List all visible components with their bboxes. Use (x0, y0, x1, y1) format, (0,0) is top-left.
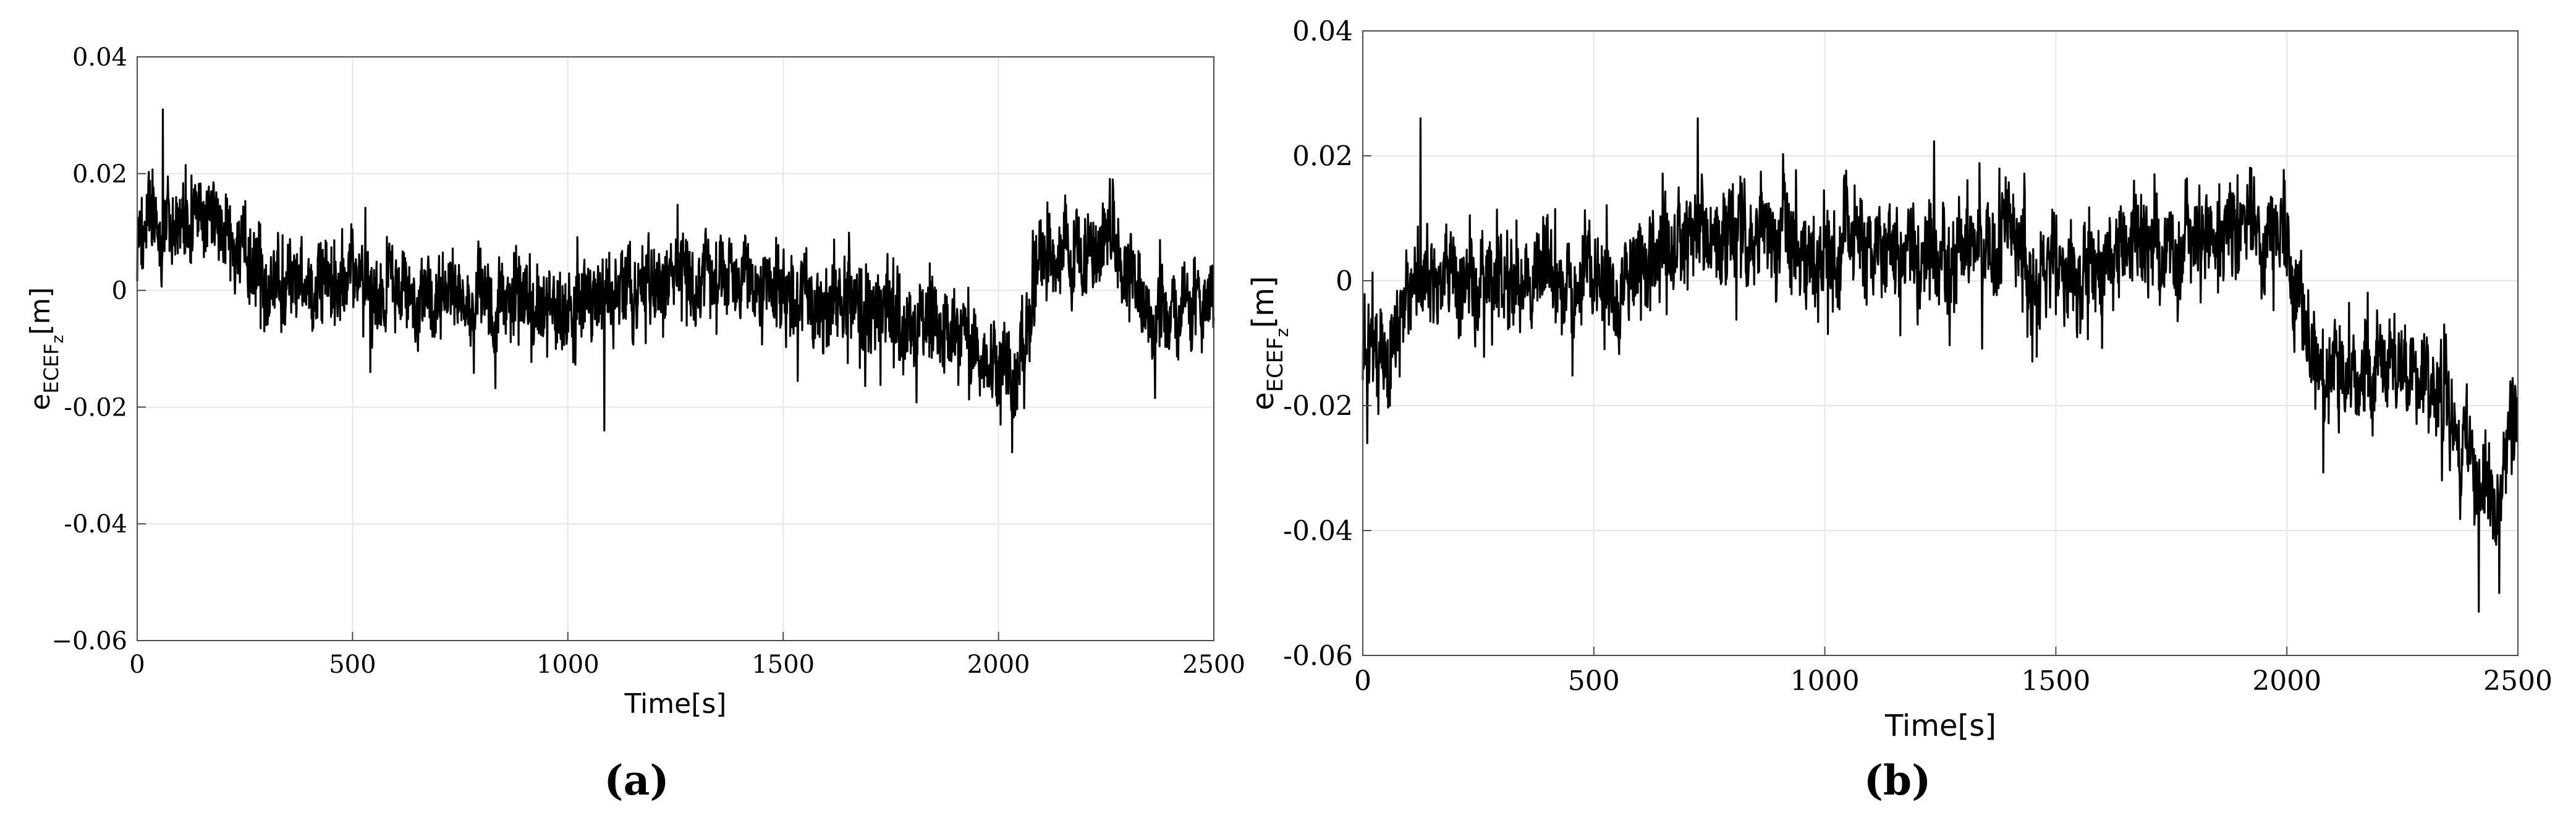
x-axis-label-b: Time[s] (1884, 709, 1996, 743)
plot-background-a (137, 57, 1214, 641)
y-ticks-b: -0.06 -0.04 -0.02 0 0.02 0.04 (1283, 15, 1371, 672)
y-tick-label-b: -0.02 (1283, 390, 1353, 422)
x-tick-label-b: 500 (1568, 665, 1620, 697)
series-line-b (1362, 117, 2519, 613)
y-tick-label-b: 0 (1336, 265, 1353, 297)
y-label-base-a: e (25, 393, 56, 410)
y-label-base-b: e (1246, 392, 1281, 411)
y-label-unit-b: [m] (1246, 276, 1281, 328)
y-label-sub-subscript-b: z (1272, 328, 1292, 338)
y-tick-label-a: -0.04 (64, 510, 127, 539)
x-tick-label-b: 0 (1354, 665, 1371, 697)
chart-panel-b: 0 500 1000 1500 2000 2500 -0.06 -0.04 -0.02 0 0.0… (1246, 15, 2553, 804)
y-label-subscript-b: ECEF (1263, 337, 1288, 392)
y-ticks-a: −0.06 -0.04 -0.02 0 0.02 0.04 (51, 43, 146, 655)
y-tick-label-a: −0.06 (51, 627, 127, 655)
plot-border-b (1362, 30, 2519, 656)
x-tick-label-b: 1000 (1790, 665, 1860, 697)
y-tick-label-b: 0.04 (1292, 15, 1353, 47)
y-tick-label-b: 0.02 (1292, 140, 1353, 172)
y-tick-label-a: 0.04 (72, 43, 127, 72)
chart-panel-a: 0 500 1000 1500 2000 2500 −0.06 -0.04 -0.02 0 0.0… (25, 43, 1245, 804)
x-tick-label-b: 1500 (2021, 665, 2090, 697)
x-ticks-a: 0 500 1000 1500 2000 2500 (129, 632, 1245, 679)
plot-border-a (137, 56, 1214, 641)
x-tick-label-a: 2000 (967, 650, 1030, 679)
y-label-subscript-a: ECEF (40, 343, 63, 393)
plot-background-b (1363, 31, 2518, 655)
y-label-unit-a: [m] (25, 287, 56, 335)
x-tick-label-a: 1500 (752, 650, 815, 679)
series-line-a (136, 108, 1215, 454)
x-tick-label-a: 2500 (1182, 650, 1245, 679)
y-tick-label-a: 0.02 (72, 160, 127, 189)
x-tick-label-b: 2000 (2252, 665, 2321, 697)
x-tick-label-a: 1000 (536, 650, 600, 679)
y-tick-label-b: -0.06 (1283, 640, 1353, 672)
x-tick-label-a: 0 (129, 650, 145, 679)
x-axis-label-a: Time[s] (624, 688, 727, 720)
caption-a: (a) (604, 756, 669, 804)
y-tick-label-a: 0 (112, 277, 127, 305)
caption-b: (b) (1864, 756, 1931, 804)
x-tick-label-b: 2500 (2483, 665, 2553, 697)
y-axis-label-b: eECEFz[m] (1246, 276, 1292, 410)
y-tick-label-b: -0.04 (1283, 515, 1353, 547)
x-tick-label-a: 500 (329, 650, 376, 679)
y-label-sub-subscript-a: z (49, 335, 67, 344)
x-ticks-b: 0 500 1000 1500 2000 2500 (1354, 647, 2553, 697)
y-tick-label-a: -0.02 (64, 393, 127, 422)
y-axis-label-a: eECEFz[m] (25, 287, 67, 410)
